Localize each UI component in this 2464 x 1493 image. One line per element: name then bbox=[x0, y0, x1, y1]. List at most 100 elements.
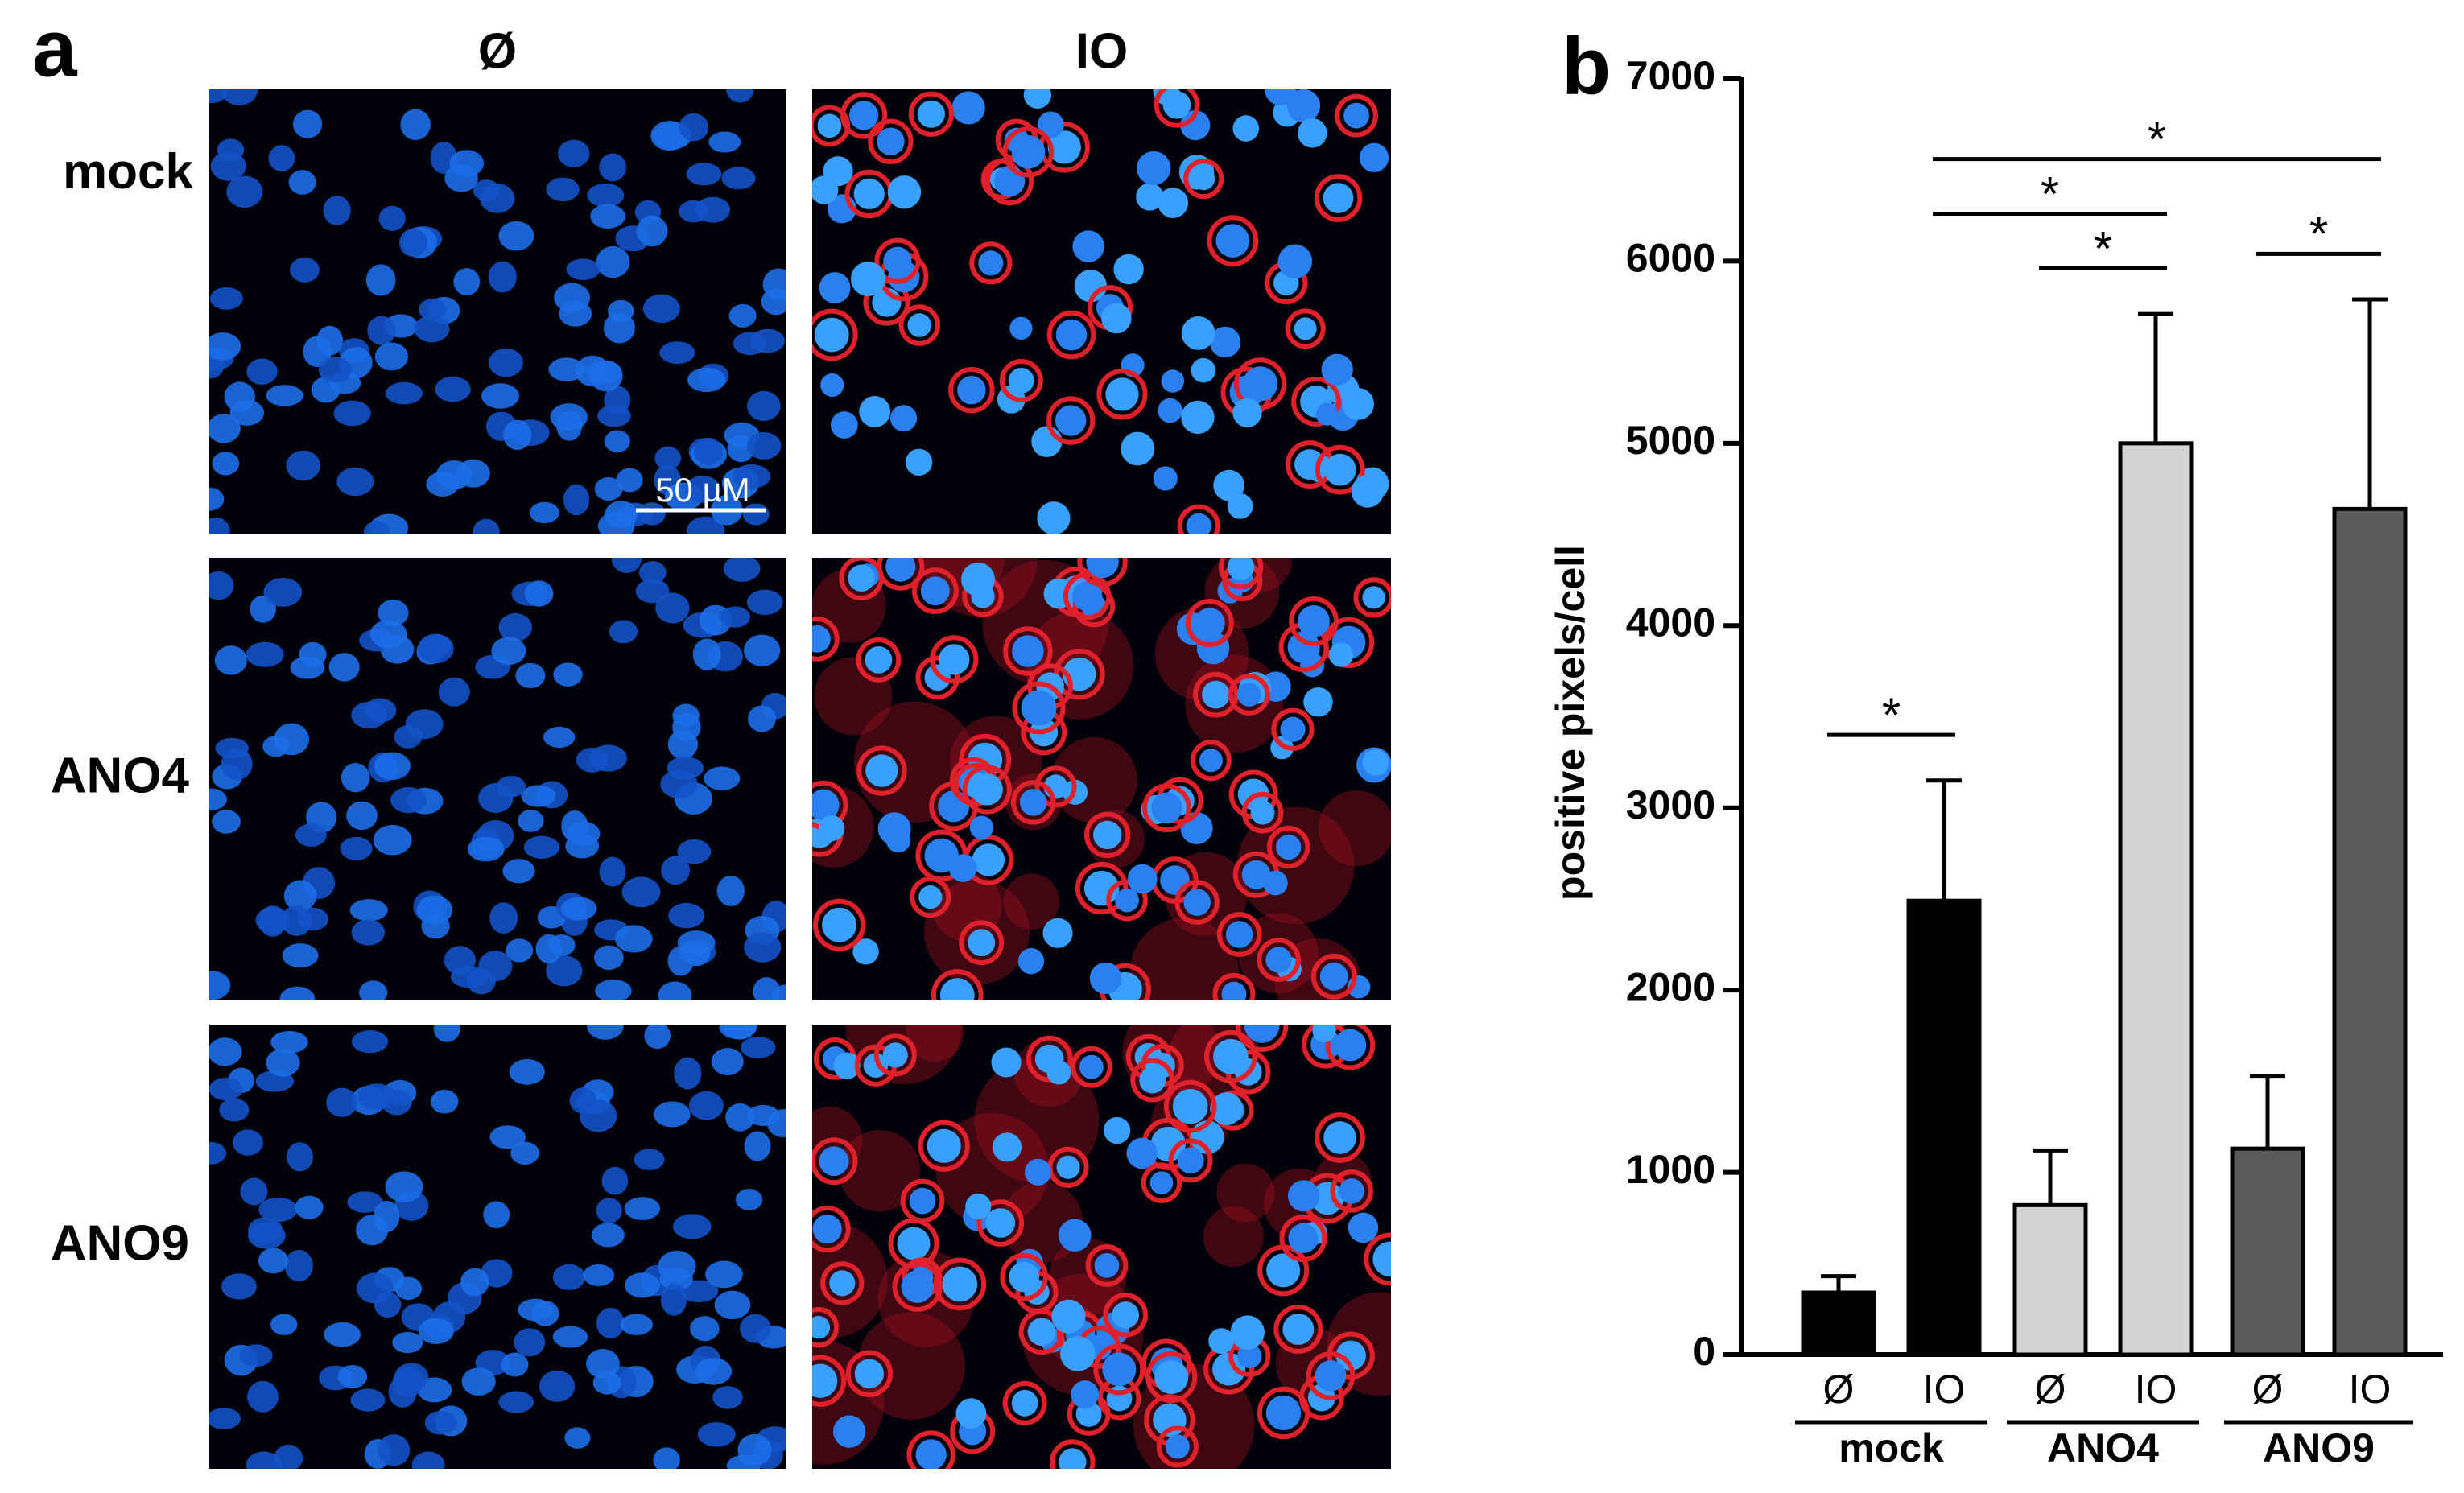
annexin-ring bbox=[812, 308, 858, 361]
nucleus bbox=[1213, 469, 1245, 501]
nucleus bbox=[599, 153, 627, 182]
nucleus bbox=[318, 357, 352, 383]
nucleus bbox=[587, 1025, 624, 1040]
annexin-ring bbox=[892, 1261, 943, 1312]
y-tick-label: 4000 bbox=[1626, 600, 1715, 645]
nucleus bbox=[209, 571, 234, 600]
nucleus bbox=[209, 788, 227, 810]
annexin-ring bbox=[1257, 938, 1301, 982]
nucleus bbox=[357, 1083, 396, 1110]
nucleus bbox=[1047, 130, 1081, 164]
nucleus bbox=[907, 313, 932, 337]
nucleus bbox=[212, 810, 241, 834]
nucleus bbox=[661, 856, 690, 885]
nucleus bbox=[1115, 888, 1139, 913]
annexin-ring bbox=[999, 358, 1043, 402]
nucleus bbox=[1089, 962, 1122, 995]
nucleus bbox=[210, 151, 246, 181]
nucleus bbox=[1181, 316, 1215, 350]
annexin-ring bbox=[812, 616, 840, 662]
nucleus bbox=[390, 787, 427, 814]
nucleus bbox=[1139, 1066, 1166, 1094]
annexin-ring bbox=[839, 558, 884, 600]
nucleus bbox=[1021, 690, 1057, 726]
nucleus bbox=[741, 1037, 776, 1058]
nucleus bbox=[566, 258, 601, 281]
nucleus bbox=[209, 517, 230, 534]
nucleus bbox=[674, 1057, 702, 1090]
nucleus bbox=[221, 89, 258, 105]
nucleus bbox=[1153, 466, 1178, 491]
nucleus bbox=[1236, 683, 1261, 707]
nucleus bbox=[812, 789, 840, 821]
nucleus bbox=[1149, 1171, 1174, 1194]
nucleus bbox=[589, 744, 627, 772]
nucleus bbox=[744, 1131, 771, 1161]
nucleus bbox=[812, 1214, 842, 1244]
nucleus bbox=[270, 1314, 298, 1335]
nucleus bbox=[859, 396, 891, 427]
nucleus bbox=[1037, 111, 1064, 138]
nucleus bbox=[274, 1444, 303, 1469]
nucleus bbox=[819, 1146, 849, 1177]
nucleus bbox=[290, 257, 320, 283]
nucleus bbox=[849, 101, 879, 130]
nucleus bbox=[939, 644, 970, 675]
nucleus bbox=[1315, 1360, 1347, 1392]
nucleus bbox=[1102, 1352, 1137, 1387]
annexin-ring bbox=[1142, 783, 1191, 833]
nucleus bbox=[438, 677, 470, 707]
nucleus bbox=[1266, 1253, 1301, 1288]
x-tick-label: IO bbox=[2135, 1367, 2177, 1412]
annexin-ring bbox=[1183, 159, 1224, 200]
nucleus bbox=[258, 1197, 298, 1223]
nucleus bbox=[1094, 1253, 1120, 1278]
nucleus bbox=[711, 1048, 744, 1076]
nucleus bbox=[720, 606, 750, 628]
nucleus bbox=[1019, 789, 1047, 816]
nucleus bbox=[971, 773, 1003, 806]
nucleus bbox=[820, 373, 844, 398]
x-tick-label: IO bbox=[1923, 1367, 1966, 1412]
nucleus bbox=[1342, 388, 1375, 420]
nucleus bbox=[1348, 1212, 1379, 1243]
nucleus bbox=[400, 109, 431, 140]
nucleus bbox=[1008, 367, 1034, 394]
annexin-ring bbox=[1156, 1425, 1199, 1468]
nucleus bbox=[1265, 947, 1292, 973]
nucleus bbox=[515, 662, 546, 689]
nucleus bbox=[1359, 142, 1389, 172]
nucleus bbox=[601, 1166, 629, 1195]
nucleus bbox=[1237, 1343, 1262, 1369]
annexin-ring bbox=[910, 876, 951, 918]
nucleus bbox=[832, 1415, 866, 1448]
nucleus bbox=[263, 577, 303, 607]
nucleus bbox=[716, 875, 745, 907]
nucleus bbox=[374, 342, 409, 371]
nucleus bbox=[1060, 1336, 1096, 1371]
nucleus bbox=[1362, 749, 1389, 776]
cells bbox=[812, 89, 1389, 534]
annexin-ring bbox=[1010, 780, 1056, 825]
nucleus bbox=[333, 400, 371, 427]
row-label: ANO9 bbox=[51, 1215, 189, 1271]
nucleus bbox=[575, 355, 611, 387]
nucleus bbox=[1165, 1434, 1190, 1459]
nucleus bbox=[918, 885, 943, 909]
nucleus bbox=[209, 1077, 243, 1101]
annexin-ring bbox=[1106, 879, 1148, 922]
annexin-ring bbox=[918, 1120, 970, 1172]
nucleus bbox=[721, 167, 756, 190]
nucleus bbox=[553, 662, 583, 687]
nucleus bbox=[634, 1149, 665, 1171]
nucleus bbox=[337, 1365, 368, 1388]
nucleus bbox=[865, 754, 898, 787]
nucleus bbox=[1221, 981, 1247, 1000]
nucleus bbox=[829, 1270, 856, 1297]
annexin-ring bbox=[1310, 953, 1357, 1000]
nucleus bbox=[1017, 948, 1045, 975]
nucleus bbox=[583, 1264, 615, 1286]
annexin-ring bbox=[1003, 626, 1053, 676]
nucleus bbox=[1264, 89, 1297, 106]
nucleus bbox=[374, 752, 411, 781]
